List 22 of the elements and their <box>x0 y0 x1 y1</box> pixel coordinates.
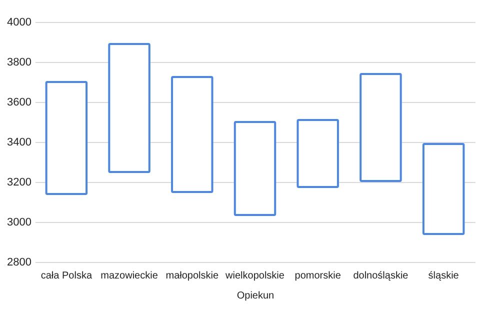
x-tick-label: mazowieckie <box>100 270 158 282</box>
x-tick-label: dolnośląskie <box>353 270 409 282</box>
x-tick-label: pomorskie <box>294 270 342 282</box>
bar <box>234 121 276 216</box>
x-tick-label: małopolskie <box>166 270 219 282</box>
y-tick-label: 3400 <box>7 136 32 148</box>
bar <box>296 119 339 188</box>
bar <box>108 43 150 173</box>
x-tick-label: śląskie <box>428 270 460 282</box>
bar <box>360 73 402 182</box>
y-tick-label: 4000 <box>7 16 32 28</box>
bar <box>45 81 88 195</box>
x-axis-title: Opiekun <box>236 290 274 302</box>
y-tick-label: 3600 <box>7 96 32 108</box>
y-tick-label: 2800 <box>7 256 32 268</box>
y-tick-label: 3800 <box>7 56 32 68</box>
y-tick-label: 3000 <box>7 216 32 228</box>
bar <box>422 143 465 235</box>
bar <box>171 76 214 193</box>
x-tick-label: wielkopolskie <box>224 270 285 282</box>
x-tick-label: cała Polska <box>40 270 92 282</box>
y-tick-label: 3200 <box>7 176 32 188</box>
